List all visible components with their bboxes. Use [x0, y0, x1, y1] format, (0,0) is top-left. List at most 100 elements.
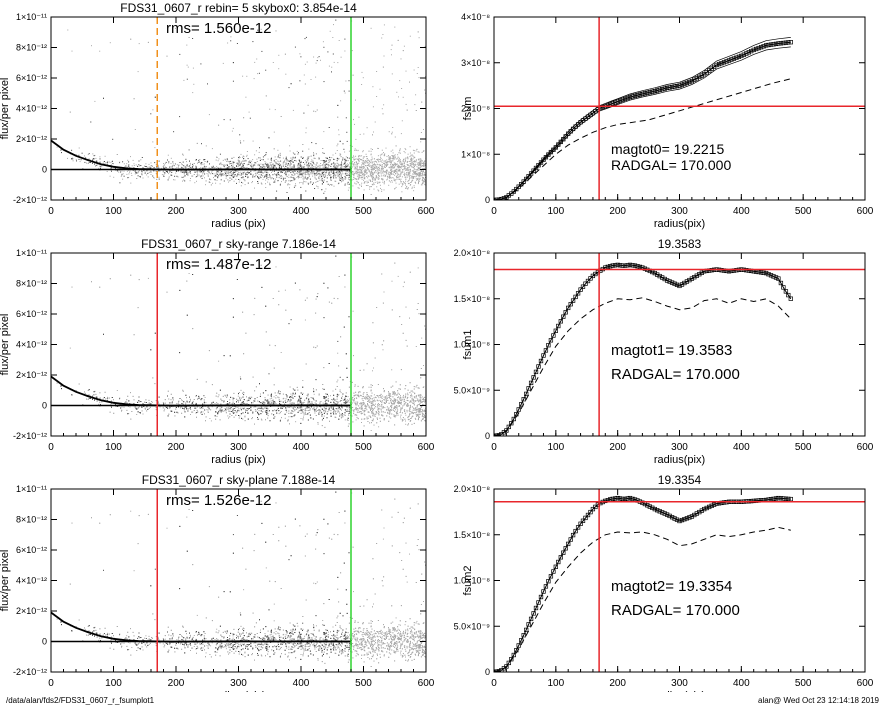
series-point [684, 80, 690, 86]
scatter-point [188, 170, 190, 172]
series-point [739, 53, 744, 59]
scatter-point [249, 162, 251, 164]
scatter-point [408, 176, 410, 178]
scatter-point [409, 152, 411, 154]
scatter-point [341, 173, 342, 175]
plot-area [51, 19, 426, 198]
scatter-point [134, 170, 136, 172]
scatter-point [268, 177, 270, 178]
scatter-point [370, 172, 372, 174]
scatter-point [277, 172, 279, 174]
scatter-point [210, 179, 212, 181]
scatter-point [98, 167, 100, 169]
scatter-point [302, 178, 304, 180]
scatter-point [397, 164, 399, 166]
plot-area [51, 255, 426, 434]
scatter-point [384, 172, 386, 174]
scatter-point [335, 164, 337, 166]
scatter-point [109, 42, 111, 44]
scatter-point [308, 174, 310, 176]
scatter-point [311, 170, 313, 172]
scatter-point [391, 155, 393, 156]
scatter-point [208, 172, 210, 174]
scatter-point [396, 164, 397, 166]
scatter-point [158, 176, 160, 178]
series-line [494, 78, 791, 200]
scatter-point [358, 187, 360, 189]
series-point [637, 92, 643, 97]
scatter-point [331, 157, 333, 159]
panel-sky-range-profile: rms= 1.487e-120 100 200 300 400 500 600-2×10⁻¹… [0, 237, 435, 466]
scatter-point [297, 165, 299, 167]
scatter-point [377, 178, 379, 180]
scatter-point [346, 175, 348, 176]
scatter-point [370, 161, 371, 163]
scatter-point [356, 172, 358, 174]
scatter-point [301, 167, 302, 169]
scatter-point [367, 158, 368, 160]
scatter-point [267, 181, 269, 183]
scatter-point [264, 167, 265, 169]
series-point [754, 46, 759, 52]
series-point [558, 139, 563, 145]
scatter-point [373, 168, 375, 170]
scatter-point [398, 160, 400, 162]
scatter-point [238, 156, 240, 157]
scatter-point [421, 170, 422, 172]
scatter-point [204, 159, 206, 160]
scatter-point [258, 157, 260, 159]
scatter-point [333, 158, 335, 160]
scatter-point [216, 179, 218, 181]
scatter-point [372, 178, 374, 180]
scatter-point [226, 160, 228, 162]
scatter-point [413, 177, 415, 179]
series-point [736, 54, 742, 59]
scatter-point [103, 161, 105, 162]
scatter-point [362, 176, 364, 178]
scatter-point [186, 172, 187, 174]
scatter-point [420, 164, 422, 166]
scatter-point [242, 160, 244, 162]
scatter-point [299, 53, 301, 55]
scatter-point [232, 173, 234, 175]
scatter-point [237, 173, 239, 175]
scatter-point [391, 172, 393, 174]
scatter-point [332, 173, 334, 174]
scatter-point [154, 96, 156, 98]
scatter-point [138, 160, 140, 162]
scatter-point [154, 162, 156, 164]
scatter-point [287, 163, 289, 164]
scatter-point [418, 178, 420, 180]
scatter-point [144, 165, 146, 167]
scatter-point [323, 152, 325, 154]
scatter-point [218, 173, 220, 175]
scatter-point [100, 166, 102, 168]
series-point [714, 62, 719, 68]
scatter-point [298, 163, 300, 165]
scatter-point [363, 175, 365, 177]
scatter-point [382, 171, 384, 173]
scatter-point [303, 112, 305, 114]
scatter-point [329, 157, 331, 158]
scatter-point [380, 165, 381, 166]
scatter-point [212, 167, 214, 168]
scatter-point [378, 161, 380, 163]
scatter-point [256, 172, 258, 174]
scatter-point [331, 163, 332, 164]
scatter-point [325, 160, 327, 162]
scatter-point [324, 162, 326, 164]
scatter-point [401, 191, 403, 193]
scatter-point [408, 172, 410, 174]
scatter-point [171, 174, 173, 176]
scatter-point [394, 166, 396, 168]
series-point [771, 42, 776, 47]
scatter-point [316, 185, 318, 187]
series-point [650, 89, 655, 94]
scatter-point [259, 167, 260, 169]
scatter-point [413, 150, 415, 152]
scatter-point [362, 163, 364, 165]
scatter-point [272, 174, 274, 176]
scatter-point [318, 166, 320, 168]
scatter-point [214, 167, 216, 169]
scatter-point [418, 159, 420, 161]
